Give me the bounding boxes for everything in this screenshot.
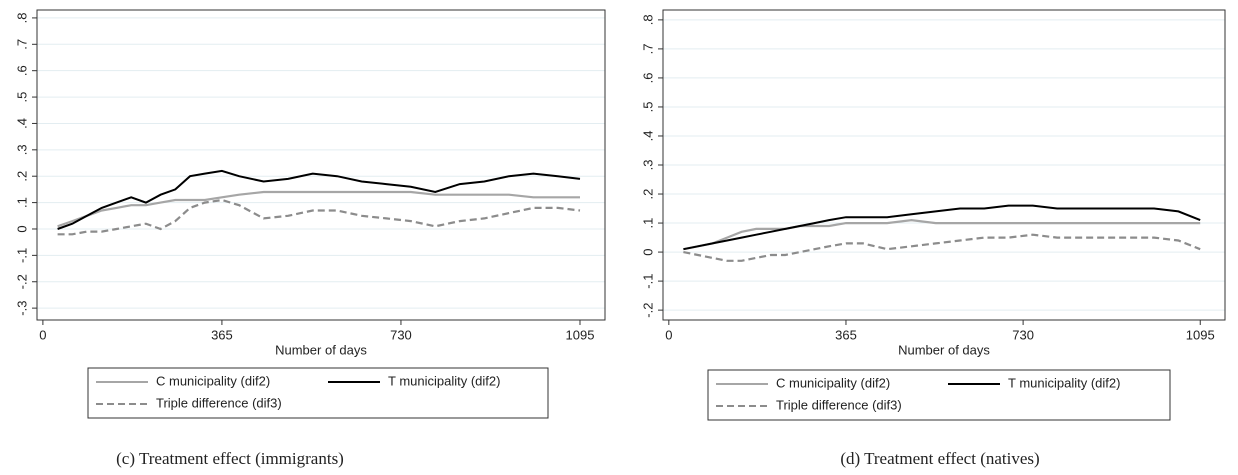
y-tick-label: -.2	[14, 274, 29, 289]
legend-label: T municipality (dif2)	[1008, 375, 1120, 390]
legend-box	[707, 369, 1171, 421]
y-tick-label: 0	[14, 225, 29, 232]
series-line	[683, 204, 1201, 251]
y-tick-label: .1	[14, 197, 29, 208]
y-tick-label: .3	[14, 144, 29, 155]
legend-label: Triple difference (dif3)	[156, 395, 282, 410]
y-tick-label: .8	[640, 14, 655, 25]
y-tick-label: -.3	[14, 301, 29, 316]
caption: (c) Treatment effect (immigrants)	[116, 449, 344, 468]
plot-area	[37, 10, 605, 320]
x-tick-label: 0	[39, 327, 46, 342]
y-tick-label: .5	[640, 102, 655, 113]
y-tick-label: 0	[640, 248, 655, 255]
series-line	[683, 218, 1201, 251]
y-tick-label: .7	[14, 39, 29, 50]
legend-label: C municipality (dif2)	[776, 375, 890, 390]
y-tick-label: .1	[640, 218, 655, 229]
x-axis-label: Number of days	[898, 342, 990, 357]
y-tick-label: -.1	[640, 274, 655, 289]
y-tick-label: -.2	[640, 303, 655, 318]
y-tick-label: -.1	[14, 248, 29, 263]
x-tick-label: 1095	[566, 327, 595, 342]
series-line	[57, 190, 580, 228]
caption: (d) Treatment effect (natives)	[840, 449, 1039, 468]
y-tick-label: .4	[640, 131, 655, 142]
y-tick-label: .6	[640, 72, 655, 83]
y-tick-label: .2	[640, 189, 655, 200]
series-line	[57, 169, 581, 230]
x-tick-label: 0	[665, 327, 672, 342]
x-axis-label: Number of days	[275, 342, 367, 357]
series-line	[683, 233, 1201, 262]
legend-box	[87, 367, 549, 419]
x-tick-label: 365	[835, 327, 857, 342]
x-tick-label: 365	[211, 327, 233, 342]
plot-frame	[36, 9, 606, 321]
y-tick-label: .2	[14, 171, 29, 182]
y-tick-label: .8	[14, 12, 29, 23]
legend-label: T municipality (dif2)	[388, 373, 500, 388]
plot-frame	[662, 9, 1226, 321]
y-tick-label: .5	[14, 92, 29, 103]
y-tick-label: .4	[14, 118, 29, 129]
x-tick-label: 730	[390, 327, 412, 342]
legend-label: Triple difference (dif3)	[776, 397, 902, 412]
legend-label: C municipality (dif2)	[156, 373, 270, 388]
series-line	[57, 198, 581, 236]
x-tick-label: 730	[1012, 327, 1034, 342]
y-tick-label: .3	[640, 160, 655, 171]
y-tick-label: .7	[640, 43, 655, 54]
y-tick-label: .6	[14, 65, 29, 76]
x-tick-label: 1095	[1186, 327, 1215, 342]
